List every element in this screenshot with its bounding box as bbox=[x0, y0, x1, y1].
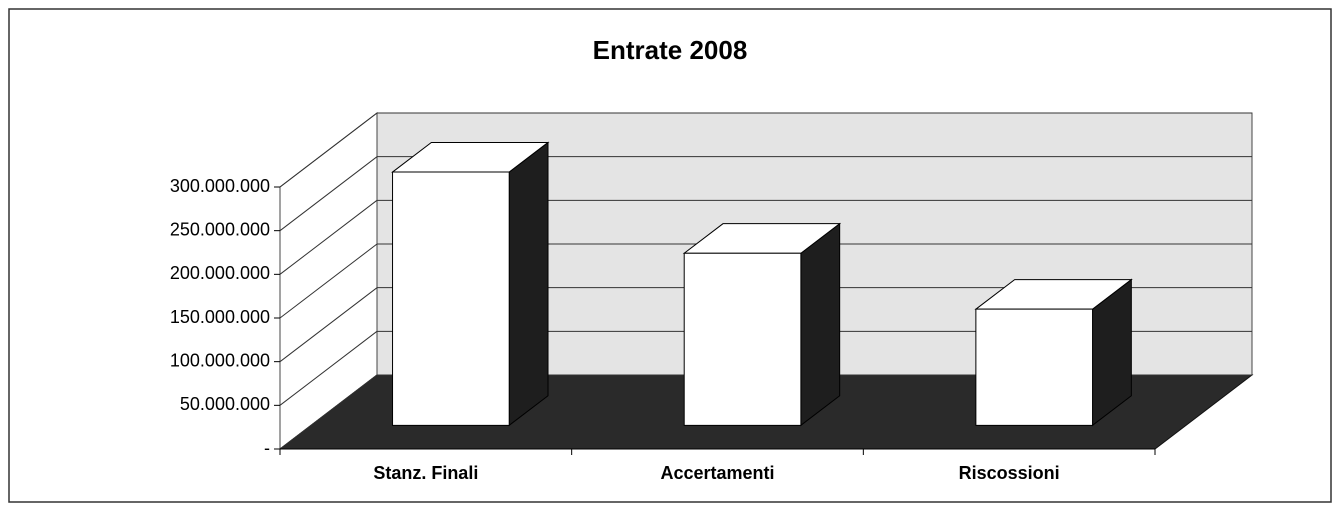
chart-title: Entrate 2008 bbox=[593, 35, 748, 65]
bar bbox=[392, 171, 510, 426]
y-tick-label: - bbox=[264, 438, 270, 458]
y-tick-label: 300.000.000 bbox=[170, 176, 270, 196]
grid-line bbox=[279, 243, 378, 319]
grid-line bbox=[279, 112, 378, 188]
bar bbox=[683, 252, 802, 426]
x-tick-label: Accertamenti bbox=[660, 463, 774, 483]
y-tick-label: 200.000.000 bbox=[170, 263, 270, 283]
x-tick-label: Riscossioni bbox=[959, 463, 1060, 483]
bar-side bbox=[508, 141, 549, 427]
y-tick-label: 150.000.000 bbox=[170, 307, 270, 327]
y-tick-label: 100.000.000 bbox=[170, 350, 270, 370]
y-tick-label: 50.000.000 bbox=[180, 394, 270, 414]
y-tick-label: 250.000.000 bbox=[170, 219, 270, 239]
bar-side bbox=[800, 222, 841, 427]
grid-line bbox=[279, 156, 378, 232]
grid-line bbox=[279, 374, 378, 450]
bar bbox=[975, 308, 1094, 426]
grid-line bbox=[279, 330, 378, 406]
grid-line bbox=[279, 287, 378, 363]
grid-line bbox=[279, 199, 378, 275]
x-tick-label: Stanz. Finali bbox=[373, 463, 478, 483]
